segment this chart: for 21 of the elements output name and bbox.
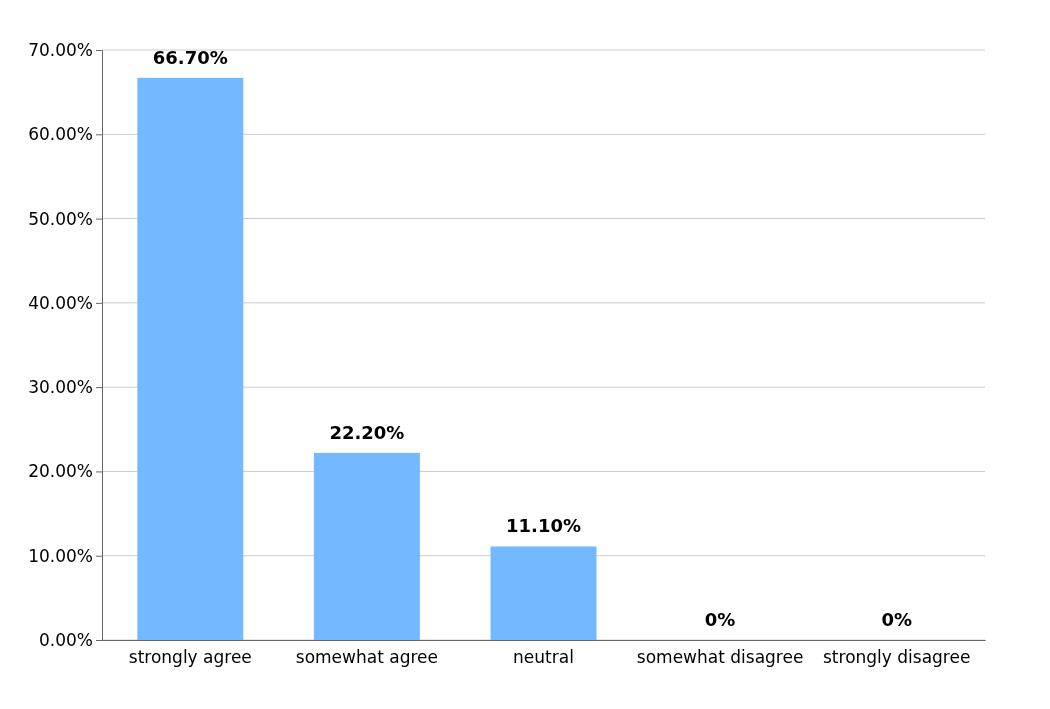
x-tick-label: strongly disagree (823, 647, 971, 668)
y-tick-label: 50.00% (28, 208, 93, 229)
y-tick-label: 40.00% (28, 292, 93, 313)
y-tick-label: 60.00% (28, 124, 93, 145)
data-label: 11.10% (506, 515, 581, 537)
y-tick-label: 10.00% (28, 545, 93, 566)
y-tick-label: 70.00% (28, 39, 93, 60)
bar (137, 77, 244, 640)
x-tick-label: neutral (513, 647, 574, 668)
data-label: 22.20% (329, 421, 405, 443)
x-tick-label: somewhat agree (295, 647, 438, 668)
y-tick-label: 30.00% (28, 377, 93, 398)
x-tick-label: strongly agree (128, 647, 252, 668)
data-label: 0% (881, 609, 912, 630)
data-label: 66.70% (152, 46, 228, 68)
bar (490, 546, 597, 640)
data-label: 0% (704, 609, 736, 630)
y-tick-label: 0.00% (38, 629, 93, 650)
bar (313, 452, 420, 640)
y-tick-label: 20.00% (28, 461, 93, 482)
x-tick-label: somewhat disagree (636, 647, 804, 668)
